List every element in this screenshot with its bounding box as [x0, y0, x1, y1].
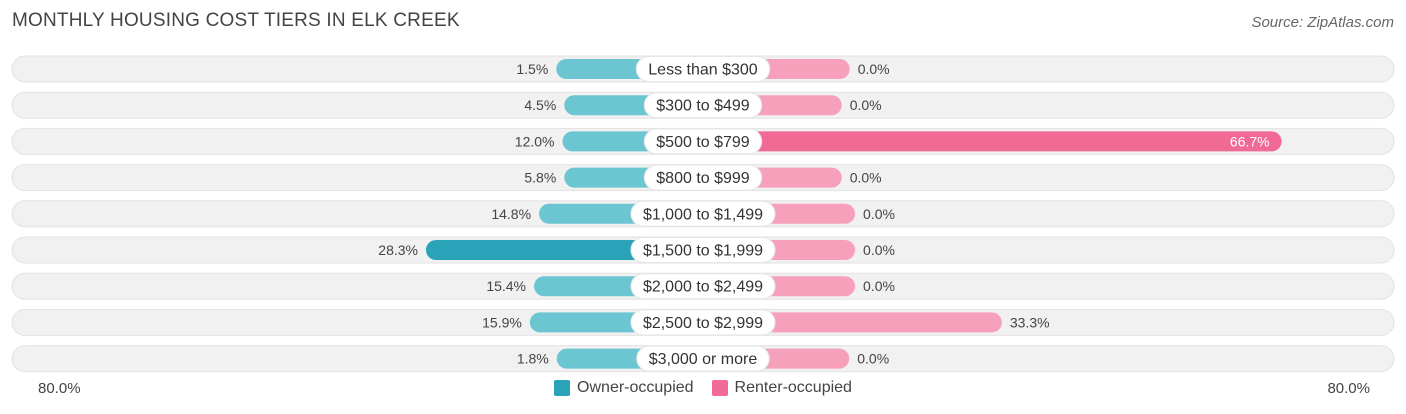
category-label: $1,500 to $1,999 — [643, 243, 763, 260]
owner-value-label: 15.9% — [482, 314, 522, 330]
renter-value-label: 0.0% — [863, 242, 895, 258]
renter-value-label: 0.0% — [857, 351, 889, 367]
legend-item-renter: Renter-occupied — [711, 379, 852, 397]
category-label: $2,500 to $2,999 — [643, 315, 763, 332]
owner-value-label: 15.4% — [486, 278, 526, 294]
category-label: $800 to $999 — [656, 170, 750, 187]
renter-value-label: 0.0% — [858, 61, 890, 77]
category-pill — [643, 92, 763, 119]
renter-value-label: 0.0% — [863, 278, 895, 294]
category-label: $1,000 to $1,499 — [643, 206, 763, 223]
owner-value-label: 12.0% — [515, 133, 555, 149]
category-pill — [635, 56, 771, 82]
renter-value-label: 0.0% — [850, 97, 882, 113]
owner-value-label: 1.8% — [517, 351, 549, 367]
category-pill — [643, 164, 763, 191]
category-pill — [630, 200, 776, 227]
owner-value-label: 5.8% — [524, 170, 556, 186]
category-pill — [630, 273, 776, 300]
legend-swatch-renter — [711, 380, 728, 396]
owner-value-label: 28.3% — [378, 242, 418, 258]
category-pill — [643, 128, 763, 155]
owner-value-label: 14.8% — [491, 206, 531, 222]
category-pill — [630, 237, 776, 263]
category-label: $2,000 to $2,499 — [643, 279, 763, 296]
renter-value-label: 33.3% — [1010, 314, 1050, 330]
category-pill — [636, 345, 770, 372]
axis-right-label: 80.0% — [1327, 380, 1370, 397]
renter-value-label: 66.7% — [1230, 133, 1270, 149]
legend-swatch-owner — [554, 380, 571, 396]
legend-item-owner: Owner-occupied — [554, 379, 694, 397]
legend: Owner-occupied Renter-occupied — [0, 379, 1406, 397]
category-pill — [630, 309, 776, 336]
legend-label-owner: Owner-occupied — [577, 379, 694, 396]
category-label: $3,000 or more — [649, 351, 758, 368]
source-note: Source: ZipAtlas.com — [1251, 14, 1394, 31]
legend-label-renter: Renter-occupied — [734, 379, 852, 396]
renter-value-label: 0.0% — [863, 206, 895, 222]
axis-left-label: 80.0% — [38, 380, 81, 397]
category-label: Less than $300 — [648, 62, 758, 79]
renter-bar — [703, 131, 1282, 152]
renter-value-label: 0.0% — [850, 170, 882, 186]
category-label: $300 to $499 — [656, 98, 750, 115]
owner-value-label: 4.5% — [524, 97, 556, 113]
category-label: $500 to $799 — [656, 134, 750, 151]
chart-title: MONTHLY HOUSING COST TIERS IN ELK CREEK — [12, 10, 460, 31]
renter-bar — [703, 312, 1002, 333]
owner-value-label: 1.5% — [516, 61, 548, 77]
